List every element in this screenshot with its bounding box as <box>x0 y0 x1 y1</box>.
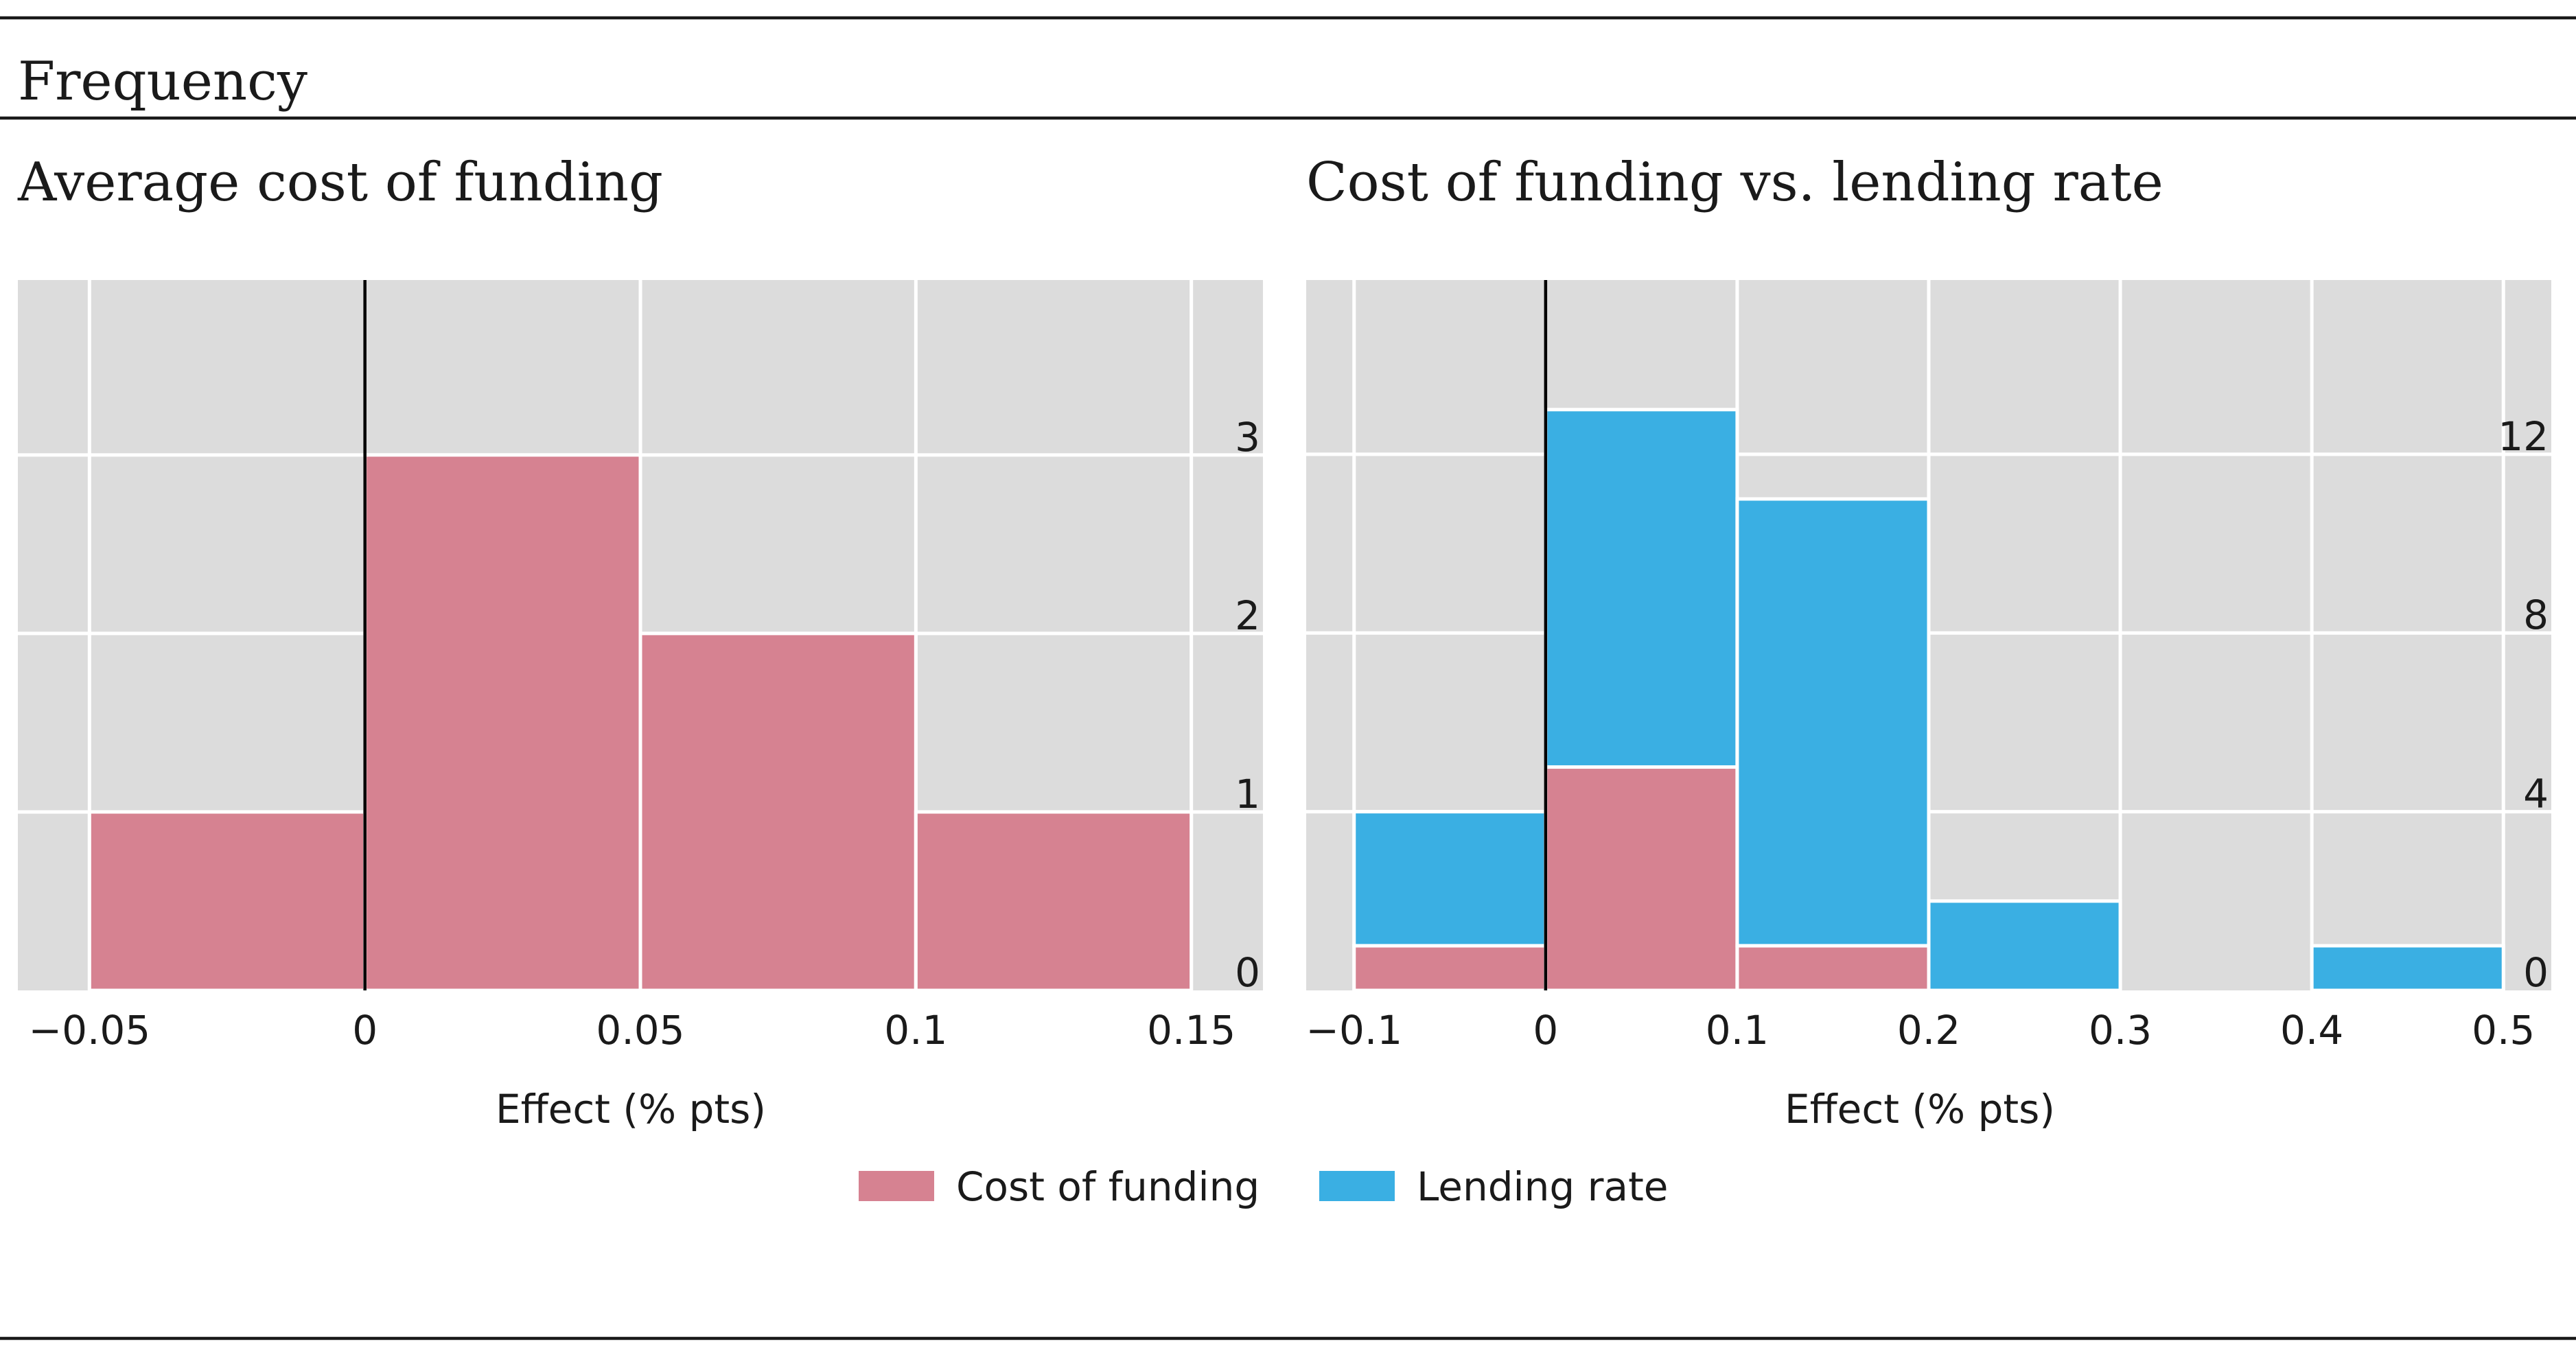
bar-cost-of-funding-0[interactable] <box>87 810 367 992</box>
legend-swatch-lending-rate <box>1319 1171 1395 1201</box>
x-tick-label: 0.05 <box>596 1007 684 1054</box>
bar-cost-of-funding-1[interactable] <box>1544 765 1739 992</box>
x-tick-label: 0 <box>1533 1007 1558 1054</box>
x-tick-label: −0.05 <box>28 1007 150 1054</box>
bar-cost-of-funding-2[interactable] <box>638 631 918 992</box>
panel-average-cost-of-funding: Average cost of funding 0 1 2 3 −0.05 0 0.05 0… <box>17 152 1263 1132</box>
y-tick-label: 12 <box>2498 413 2549 460</box>
x-tick-label: 0.1 <box>1706 1007 1769 1054</box>
x-axis-label: Effect (% pts) <box>1785 1086 2055 1132</box>
bar-cost-of-funding-2[interactable] <box>1735 944 1931 992</box>
x-axis-label: Effect (% pts) <box>496 1086 766 1132</box>
legend-label-cost-of-funding: Cost of funding <box>956 1163 1260 1210</box>
bar-lending-rate-5[interactable] <box>2310 944 2505 992</box>
panel-title: Average cost of funding <box>17 152 663 213</box>
x-tick-label: 0.1 <box>884 1007 947 1054</box>
bar-cost-of-funding-0[interactable] <box>1352 944 1548 992</box>
bar-lending-rate-3[interactable] <box>1927 899 2122 992</box>
x-tick-label: 0.2 <box>1897 1007 1960 1054</box>
bar-lending-rate-2[interactable] <box>1735 497 1931 948</box>
y-tick-label: 4 <box>2523 771 2549 817</box>
y-tick-label: 0 <box>2523 949 2549 996</box>
panel-title: Cost of funding vs. lending rate <box>1306 152 2163 213</box>
legend-item-cost-of-funding[interactable]: Cost of funding <box>859 1163 1260 1210</box>
x-tick-label: 0 <box>352 1007 378 1054</box>
bar-cost-of-funding-1[interactable] <box>363 453 642 992</box>
panel-cost-of-funding-vs-lending-rate: Cost of funding vs. lending rate 0 4 8 12 −… <box>1306 152 2551 1132</box>
bar-cost-of-funding-3[interactable] <box>914 810 1194 992</box>
y-tick-label: 0 <box>1235 949 1260 996</box>
legend-label-lending-rate: Lending rate <box>1417 1163 1669 1210</box>
y-tick-label: 3 <box>1235 414 1260 461</box>
x-tick-label: −0.1 <box>1306 1007 1402 1054</box>
bar-lending-rate-1[interactable] <box>1544 408 1739 769</box>
bar-lending-rate-0[interactable] <box>1352 810 1548 948</box>
x-tick-label: 0.5 <box>2472 1007 2535 1054</box>
frequency-header: Frequency <box>18 51 308 113</box>
x-tick-label: 0.4 <box>2280 1007 2343 1054</box>
x-tick-label: 0.3 <box>2089 1007 2152 1054</box>
y-tick-label: 1 <box>1235 771 1260 817</box>
x-tick-label: 0.15 <box>1147 1007 1235 1054</box>
legend-item-lending-rate[interactable]: Lending rate <box>1319 1163 1669 1210</box>
legend-swatch-cost-of-funding <box>859 1171 934 1201</box>
y-tick-label: 8 <box>2523 592 2549 638</box>
y-tick-label: 2 <box>1235 592 1260 639</box>
legend: Cost of funding Lending rate <box>859 1163 1669 1210</box>
